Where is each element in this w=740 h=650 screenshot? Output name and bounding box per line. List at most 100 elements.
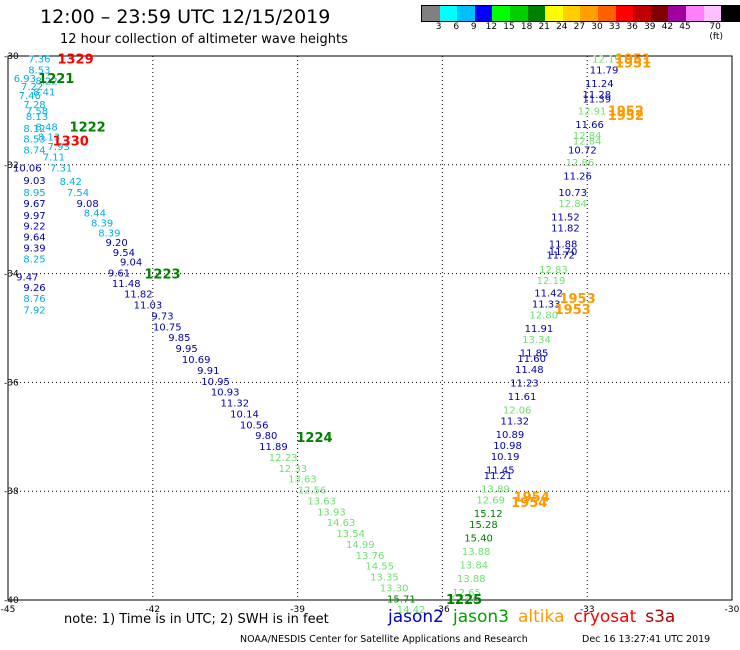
wave-height-label: 10.69 [182, 355, 211, 366]
x-tick-label: -36 [435, 605, 450, 615]
wave-height-label: 11.89 [259, 442, 288, 453]
legend-swatch [721, 6, 739, 21]
wave-height-label: 12.23 [269, 453, 298, 464]
legend-tick-label: 6 [453, 22, 460, 32]
legend-tick-label: 33 [608, 22, 621, 32]
wave-height-label: 9.91 [197, 366, 219, 377]
wave-height-label: 11.79 [590, 66, 619, 77]
legend-swatch [457, 6, 475, 21]
wave-height-label: 8.48 [35, 123, 57, 134]
wave-height-label: 8.25 [23, 254, 45, 265]
legend-swatch [597, 6, 616, 21]
wave-height-label: 13.30 [380, 583, 409, 594]
x-tick-label: -42 [145, 605, 160, 615]
wave-height-label: 9.20 [105, 238, 127, 249]
wave-height-label: 9.03 [23, 176, 45, 187]
map-frame [7, 55, 733, 601]
wave-height-label: 13.35 [370, 573, 399, 584]
wave-height-label: 8.76 [23, 294, 45, 305]
wave-height-label: 8.39 [91, 218, 113, 229]
wave-height-label: 8.44 [84, 209, 106, 220]
wave-height-label: 11.45 [486, 465, 515, 476]
wave-height-label: 9.54 [113, 248, 135, 259]
legend-swatch [685, 6, 704, 21]
wave-height-label: 12.33 [278, 464, 307, 475]
legend-tick-label: 42 [661, 22, 674, 32]
legend-swatch [650, 6, 669, 21]
legend-swatch [562, 6, 581, 21]
pass-number-label: 1951 [615, 57, 651, 72]
wave-height-label: 12.84 [573, 131, 602, 142]
wave-height-label: 10.75 [153, 322, 182, 333]
wave-height-label: 14.63 [327, 518, 356, 529]
mission-s3a: s3a [645, 607, 676, 627]
legend-swatch [509, 6, 528, 21]
x-tick-label: -39 [290, 605, 305, 615]
wave-height-label: 8.95 [23, 188, 45, 199]
wave-height-label: 13.89 [481, 484, 510, 495]
wave-height-label: 8.42 [60, 177, 82, 188]
wave-height-label: 15.40 [464, 533, 493, 544]
wave-height-label: 11.33 [532, 300, 561, 311]
footer-credit: NOAA/NESDIS Center for Satellite Applica… [240, 634, 528, 645]
legend-tick-label: 70 (ft) [709, 22, 723, 42]
wave-height-label: 12.86 [566, 158, 595, 169]
wave-height-label: 10.98 [493, 441, 522, 452]
wave-height-label: 11.28 [583, 90, 612, 101]
wave-height-label: 11.39 [583, 94, 612, 105]
wave-height-label: 11.72 [546, 251, 575, 262]
wave-height-label: 13.93 [317, 507, 346, 518]
wave-height-label: 12.65 [452, 588, 481, 599]
wave-height-label: 8.74 [23, 146, 45, 157]
pass-number-label: 1224 [296, 431, 332, 446]
wave-height-label: 11.85 [520, 348, 549, 359]
x-tick-label: -45 [1, 605, 16, 615]
wave-height-label: 11.70 [549, 247, 578, 258]
wave-height-label: 11.60 [517, 354, 546, 365]
wave-height-label: 7.46 [19, 91, 41, 102]
color-scale-ticks: 3 6 9 12 15 18 21 24 27 30 33 36 39 42 45 70 (ft) [421, 22, 731, 42]
wave-height-label: 12.83 [539, 265, 568, 276]
pass-number-label: 1954 [511, 496, 547, 511]
legend-tick-label: 39 [644, 22, 656, 32]
wave-height-label: 9.97 [23, 211, 45, 222]
wave-height-label: 11.32 [221, 399, 250, 410]
wave-height-label: 14.55 [365, 562, 394, 573]
wave-height-label: 11.88 [549, 240, 578, 251]
wave-height-label: 11.32 [500, 416, 529, 427]
wave-height-label: 12.84 [573, 136, 602, 147]
wave-height-label: 7.58 [26, 106, 48, 117]
wave-height-label: 9.85 [168, 333, 190, 344]
wave-height-label: 13.34 [522, 335, 551, 346]
wave-height-label: 15.12 [474, 509, 503, 520]
wave-height-label: 13.54 [336, 529, 365, 540]
wave-height-label: 8.13 [26, 112, 48, 123]
wave-height-label: 12.84 [558, 199, 587, 210]
wave-height-label: 14.42 [397, 605, 426, 616]
wave-height-label: 11.42 [534, 289, 563, 300]
wave-height-label: 11.82 [124, 290, 153, 301]
wave-height-label: 7.28 [23, 100, 45, 111]
wave-height-label: 11.26 [563, 172, 592, 183]
wave-height-label: 13.06 [450, 595, 479, 606]
legend-tick-label: 18 [520, 22, 533, 32]
mission-jason2: jason2 [388, 607, 444, 627]
header-subtitle: 12 hour collection of altimeter wave hei… [60, 32, 348, 47]
wave-height-label: 11.66 [575, 120, 604, 131]
legend-tick-label: 3 [435, 22, 442, 32]
pass-number-label: 1225 [446, 593, 482, 608]
wave-height-label: 7.54 [67, 188, 89, 199]
wave-height-label: 10.56 [240, 420, 269, 431]
wave-height-label: 10.72 [568, 146, 597, 157]
wave-height-label: 7.92 [23, 306, 45, 317]
wave-height-label: 15.28 [469, 520, 498, 531]
pass-number-label: 1954 [514, 491, 550, 506]
wave-height-label: 13.88 [462, 547, 491, 558]
legend-swatch [545, 6, 563, 21]
mission-jason3: jason3 [453, 607, 509, 627]
wave-height-label: 12.06 [503, 406, 532, 417]
wave-height-label: 8.41 [33, 87, 55, 98]
legend-tick-label: 12 [485, 22, 498, 32]
legend-swatch [422, 6, 440, 21]
